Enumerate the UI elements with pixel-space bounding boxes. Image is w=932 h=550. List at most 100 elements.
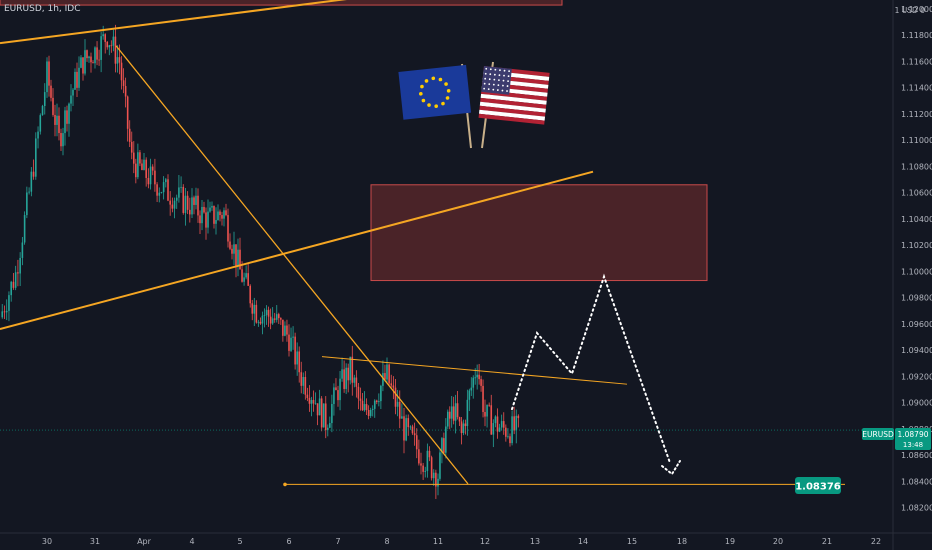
candle [286, 319, 288, 342]
us-star-icon [508, 70, 510, 73]
candle-body [193, 197, 195, 205]
y-tick-label: 1.09200 [901, 372, 932, 381]
candle [78, 56, 80, 91]
candle [398, 390, 401, 429]
candle-body [322, 403, 325, 428]
x-tick-label: 5 [237, 537, 242, 546]
candle [227, 208, 229, 248]
candle [432, 469, 435, 486]
candle [363, 391, 366, 412]
time-axis[interactable]: 30 31 Apr 4 5 6 7 8 11 12 13 14 15 18 19 20 21 22 [42, 537, 881, 546]
candle [120, 56, 123, 90]
candle-body [114, 36, 117, 64]
candle [384, 364, 386, 382]
candle [151, 164, 154, 176]
candle-body [468, 390, 471, 400]
price-axis[interactable]: 1.12000 1.11800 1.11600 1.11400 1.11200 1.110… [901, 5, 932, 513]
candle-body [403, 416, 405, 441]
candle-body [267, 309, 270, 317]
candle [17, 259, 19, 287]
candle-body [470, 387, 473, 391]
projection-arrowhead [661, 460, 681, 476]
candle-body [396, 401, 399, 407]
candle [345, 363, 347, 395]
candle-body [132, 152, 135, 164]
y-tick-label: 1.12000 [901, 5, 932, 14]
candle-body [446, 411, 449, 427]
candle-body [335, 387, 337, 391]
candle [464, 419, 467, 435]
candle-body [143, 159, 145, 170]
candle [54, 104, 56, 137]
candle-body [110, 45, 113, 47]
us-star-icon [501, 89, 504, 92]
candle [66, 105, 68, 132]
candle [74, 68, 76, 91]
candle-body [197, 195, 199, 216]
candle [137, 143, 139, 180]
x-tick-label: 12 [480, 537, 490, 546]
candle [14, 265, 17, 291]
candle [470, 377, 473, 396]
candle [233, 231, 235, 266]
candle [229, 233, 231, 251]
target-badge-box [795, 477, 841, 494]
candle-body [35, 138, 37, 177]
candle-body [314, 403, 317, 405]
candle [466, 389, 469, 436]
candle [43, 83, 46, 115]
candle-body [106, 41, 109, 48]
candle-body [426, 450, 429, 471]
candle [68, 102, 70, 137]
candle-body [502, 421, 505, 428]
candle-body [199, 215, 201, 224]
candle-body [88, 56, 90, 59]
us-stars-icon [483, 67, 510, 92]
candle [306, 387, 309, 402]
us-star-icon [507, 75, 510, 78]
candle [277, 312, 280, 325]
candle-body [191, 197, 193, 215]
candle [472, 375, 475, 399]
price-badge-countdown: 13:48 [903, 441, 923, 449]
candle-body [180, 186, 182, 188]
candle [265, 305, 268, 325]
candle-body [173, 200, 176, 209]
candle [401, 403, 403, 419]
candle-body [108, 45, 111, 48]
us-star-icon [484, 77, 487, 80]
us-star-icon [493, 78, 496, 81]
candle-body [46, 61, 48, 93]
candle [369, 407, 372, 418]
candle [251, 299, 254, 321]
candle [98, 49, 100, 66]
candle-body [365, 404, 368, 411]
candle [367, 405, 370, 420]
candle-body [48, 61, 50, 86]
candle-body [424, 470, 427, 472]
y-tick-label: 1.09800 [901, 294, 932, 303]
candle [26, 186, 28, 219]
candle-body [386, 364, 388, 380]
candle [337, 385, 339, 407]
candle [147, 168, 150, 189]
candle-body [318, 398, 321, 416]
candle-body [353, 377, 356, 383]
candle-body [357, 386, 360, 399]
us-star-icon [489, 68, 492, 71]
x-tick-label: 31 [90, 537, 100, 546]
candle [500, 414, 503, 431]
candle-body [231, 248, 233, 254]
candle [35, 132, 37, 180]
candle-body [124, 85, 127, 97]
candle-body [474, 377, 477, 379]
candle [517, 414, 520, 428]
x-tick-label: 6 [286, 537, 291, 546]
candle [205, 207, 207, 240]
candle-body [448, 411, 451, 419]
us-star-icon [502, 79, 505, 82]
candle [333, 383, 335, 416]
eu-star-icon [421, 98, 426, 103]
candle-body [102, 34, 104, 37]
